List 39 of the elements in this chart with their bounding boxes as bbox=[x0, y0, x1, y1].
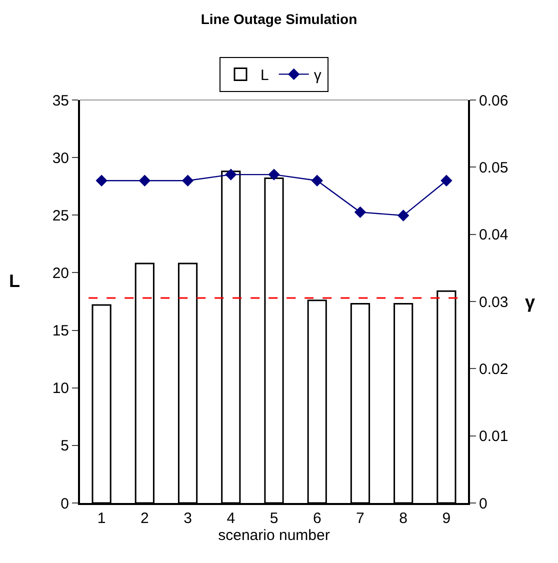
point bbox=[440, 174, 452, 186]
y-axis-title: L bbox=[9, 271, 20, 291]
y2-tick-label: 0.01 bbox=[479, 428, 508, 446]
y-tick-label: 0 bbox=[60, 495, 69, 512]
chart-title: Line Outage Simulation bbox=[200, 10, 358, 27]
y2-tick-label: 0 bbox=[479, 495, 488, 512]
x-tick-label: 8 bbox=[399, 510, 408, 527]
legend-label: γ bbox=[314, 67, 322, 84]
x-tick-label: 4 bbox=[226, 510, 236, 527]
point bbox=[354, 206, 366, 218]
x-tick-label: 5 bbox=[270, 510, 278, 527]
point bbox=[268, 168, 280, 180]
y-tick-label: 30 bbox=[52, 150, 69, 167]
legend-label: L bbox=[260, 67, 269, 84]
point bbox=[397, 210, 410, 222]
x-tick-label: 3 bbox=[184, 510, 192, 527]
point bbox=[138, 174, 151, 186]
y2-axis-title: γ bbox=[525, 292, 536, 312]
y-tick-label: 25 bbox=[52, 207, 69, 224]
point bbox=[225, 168, 237, 180]
y2-tick-label: 0.02 bbox=[479, 360, 508, 378]
x-axis-title: scenario number bbox=[218, 527, 330, 544]
x-tick-label: 1 bbox=[97, 510, 106, 527]
y2-tick-label: 0.05 bbox=[479, 159, 508, 176]
y2-tick-label: 0.03 bbox=[479, 294, 508, 311]
y-tick-label: 20 bbox=[52, 264, 69, 282]
point bbox=[182, 174, 194, 186]
x-tick-label: 9 bbox=[442, 510, 451, 527]
point bbox=[96, 174, 108, 186]
point bbox=[311, 174, 323, 186]
x-tick-label: 7 bbox=[356, 510, 364, 527]
y-tick-label: 15 bbox=[52, 322, 69, 340]
y-tick-label: 10 bbox=[52, 380, 69, 398]
y2-tick-label: 0.04 bbox=[479, 226, 508, 244]
y2-tick-label: 0.06 bbox=[479, 92, 508, 110]
x-tick-label: 6 bbox=[312, 510, 322, 527]
y-tick-label: 35 bbox=[52, 92, 69, 110]
y-tick-label: 5 bbox=[60, 438, 69, 455]
x-tick-label: 2 bbox=[140, 510, 149, 527]
